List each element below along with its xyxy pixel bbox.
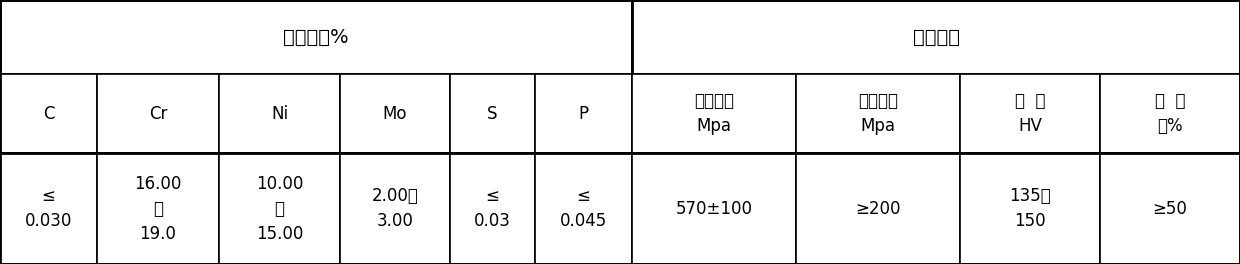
Bar [796,74,961,153]
Bar [1100,74,1240,153]
Bar [341,153,450,264]
Text: 2.00～
3.00: 2.00～ 3.00 [372,187,419,230]
Bar [1100,153,1240,264]
Bar [97,74,218,153]
Bar [534,74,632,153]
Bar [218,74,341,153]
Bar [796,153,961,264]
Text: 16.00
～
19.0: 16.00 ～ 19.0 [134,175,182,243]
Bar [0,0,632,74]
Bar [450,153,534,264]
Text: C: C [43,105,55,122]
Text: ≥50: ≥50 [1153,200,1188,218]
Text: S: S [487,105,497,122]
Bar [961,74,1100,153]
Text: ≤
0.045: ≤ 0.045 [560,187,608,230]
Text: 化学成份%: 化学成份% [283,27,348,46]
Text: Cr: Cr [149,105,167,122]
Bar [450,74,534,153]
Text: ≤
0.03: ≤ 0.03 [474,187,511,230]
Text: ≤
0.030: ≤ 0.030 [25,187,72,230]
Text: ≥200: ≥200 [856,200,901,218]
Bar [632,153,796,264]
Bar [218,153,341,264]
Bar [97,153,218,264]
Text: 屈服强度
Mpa: 屈服强度 Mpa [858,92,898,135]
Text: 机械性能: 机械性能 [913,27,960,46]
Bar [0,153,97,264]
Bar [961,153,1100,264]
Bar [632,74,796,153]
Text: 570±100: 570±100 [676,200,753,218]
Text: 抗拉强度
Mpa: 抗拉强度 Mpa [694,92,734,135]
Text: P: P [579,105,589,122]
Text: 135～
150: 135～ 150 [1009,187,1052,230]
Text: 10.00
～
15.00: 10.00 ～ 15.00 [255,175,304,243]
Bar [632,0,1240,74]
Bar [341,74,450,153]
Text: 硬  度
HV: 硬 度 HV [1016,92,1045,135]
Text: Ni: Ni [272,105,288,122]
Bar [534,153,632,264]
Text: Mo: Mo [383,105,408,122]
Text: 伸  长
率%: 伸 长 率% [1154,92,1185,135]
Bar [0,74,97,153]
